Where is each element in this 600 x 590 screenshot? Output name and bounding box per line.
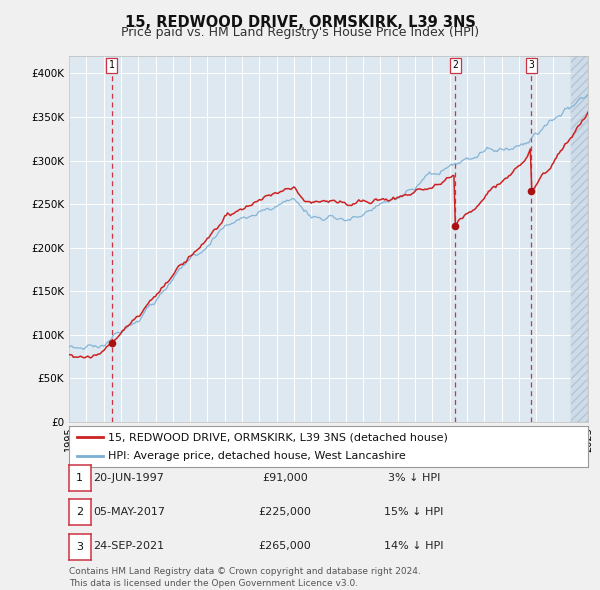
Text: £265,000: £265,000 (259, 542, 311, 551)
Text: 1: 1 (76, 473, 83, 483)
Text: 3: 3 (529, 60, 535, 70)
Text: Contains HM Land Registry data © Crown copyright and database right 2024.
This d: Contains HM Land Registry data © Crown c… (69, 567, 421, 588)
Text: 14% ↓ HPI: 14% ↓ HPI (384, 542, 444, 551)
Text: 2: 2 (452, 60, 458, 70)
Text: £225,000: £225,000 (259, 507, 311, 517)
Text: 2: 2 (76, 507, 83, 517)
Text: £91,000: £91,000 (262, 473, 308, 483)
Text: 15% ↓ HPI: 15% ↓ HPI (385, 507, 443, 517)
Text: 24-SEP-2021: 24-SEP-2021 (94, 542, 164, 551)
Text: 1: 1 (109, 60, 115, 70)
Text: 3% ↓ HPI: 3% ↓ HPI (388, 473, 440, 483)
Text: 05-MAY-2017: 05-MAY-2017 (93, 507, 165, 517)
Text: 3: 3 (76, 542, 83, 552)
Text: HPI: Average price, detached house, West Lancashire: HPI: Average price, detached house, West… (108, 451, 406, 461)
Text: 20-JUN-1997: 20-JUN-1997 (94, 473, 164, 483)
Text: 15, REDWOOD DRIVE, ORMSKIRK, L39 3NS (detached house): 15, REDWOOD DRIVE, ORMSKIRK, L39 3NS (de… (108, 432, 448, 442)
Text: 15, REDWOOD DRIVE, ORMSKIRK, L39 3NS: 15, REDWOOD DRIVE, ORMSKIRK, L39 3NS (125, 15, 475, 30)
Text: Price paid vs. HM Land Registry's House Price Index (HPI): Price paid vs. HM Land Registry's House … (121, 26, 479, 39)
